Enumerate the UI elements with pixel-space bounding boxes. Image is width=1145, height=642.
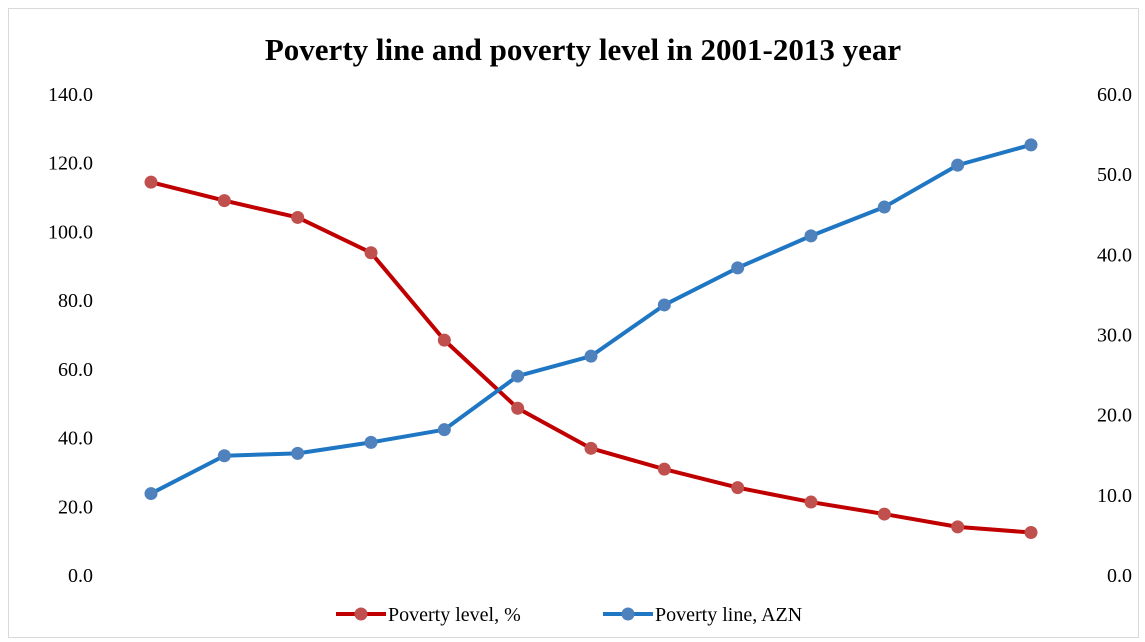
left-axis-ticks: 0.0 20.0 40.0 60.0 80.0 100.0 120.0 140.0 [48, 84, 93, 587]
data-point [731, 261, 745, 275]
legend-marker [354, 607, 368, 621]
chart-frame [8, 8, 1139, 638]
data-point [511, 401, 525, 415]
data-point [511, 369, 525, 383]
data-point [951, 158, 965, 172]
left-tick-label: 100.0 [48, 221, 93, 243]
right-axis-ticks: 0.0 10.0 20.0 30.0 40.0 50.0 60.0 [1097, 84, 1132, 587]
data-point [364, 435, 378, 449]
data-point [437, 333, 451, 347]
legend-label: Poverty line, AZN [655, 604, 802, 626]
right-tick-label: 40.0 [1097, 244, 1132, 266]
series-lines [150, 142, 1032, 535]
data-point [217, 194, 231, 208]
data-point [144, 175, 158, 189]
data-point [437, 423, 451, 437]
data-point [1024, 138, 1038, 152]
left-tick-label: 80.0 [58, 290, 93, 312]
legend: Poverty level, % Poverty line, AZN [336, 604, 802, 626]
left-tick-label: 0.0 [68, 565, 93, 587]
data-point [1024, 526, 1038, 540]
right-tick-label: 30.0 [1097, 325, 1132, 347]
data-point [657, 462, 671, 476]
right-tick-label: 60.0 [1097, 84, 1132, 106]
data-point [364, 246, 378, 260]
left-tick-label: 40.0 [58, 428, 93, 450]
left-tick-label: 60.0 [58, 359, 93, 381]
data-point [804, 495, 818, 509]
right-tick-label: 0.0 [1107, 565, 1132, 587]
data-point [217, 449, 231, 463]
data-point [144, 487, 158, 501]
right-tick-label: 10.0 [1097, 485, 1132, 507]
data-point [291, 446, 305, 460]
right-tick-label: 50.0 [1097, 164, 1132, 186]
data-point [951, 520, 965, 534]
legend-marker [621, 607, 635, 621]
data-point [877, 507, 891, 521]
data-point [657, 298, 671, 312]
left-tick-label: 120.0 [48, 153, 93, 175]
data-point [804, 229, 818, 243]
right-tick-label: 20.0 [1097, 405, 1132, 427]
data-point [291, 210, 305, 224]
data-point [731, 481, 745, 495]
data-point [877, 200, 891, 214]
data-point [584, 349, 598, 363]
left-tick-label: 20.0 [58, 496, 93, 518]
left-tick-label: 140.0 [48, 84, 93, 106]
legend-label: Poverty level, % [388, 604, 521, 626]
chart-title: Poverty line and poverty level in 2001-2… [265, 32, 901, 67]
series-line-1 [150, 142, 1032, 496]
data-point [584, 441, 598, 455]
series-points [144, 138, 1038, 540]
